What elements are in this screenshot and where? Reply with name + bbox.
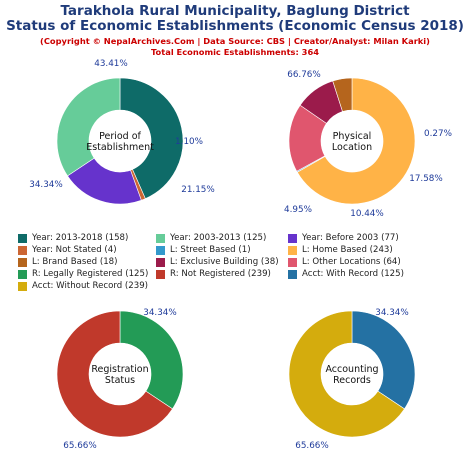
legend-swatch: [156, 269, 165, 279]
chart-subtitle: Status of Economic Establishments (Econo…: [6, 18, 464, 34]
percent-label: 65.66%: [63, 441, 97, 451]
legend-swatch: [156, 257, 165, 267]
percent-label: 4.95%: [284, 205, 312, 215]
copyright-note: (Copyright © NepalArchives.Com | Data So…: [40, 36, 430, 46]
percent-label: 43.41%: [94, 59, 128, 69]
donut-hole: [89, 110, 151, 172]
donut-slice: [351, 310, 416, 410]
legend-item: R: Legally Registered (125): [18, 269, 148, 279]
legend-swatch: [18, 269, 27, 279]
percent-label: 65.66%: [295, 441, 329, 451]
legend-swatch: [18, 245, 27, 255]
donut-center-label: Establishment: [86, 142, 154, 153]
percent-label: 0.27%: [424, 129, 452, 139]
legend-swatch: [288, 269, 297, 279]
legend-swatch: [18, 281, 27, 291]
legend-item: Acct: Without Record (239): [18, 281, 148, 291]
legend-swatch: [156, 245, 165, 255]
percent-label: 66.76%: [287, 70, 321, 80]
percent-label: 34.34%: [29, 180, 63, 190]
percent-label: 17.58%: [409, 174, 443, 184]
legend-swatch: [288, 233, 297, 243]
donut-center-label: Status: [105, 375, 135, 386]
legend-item: Year: Not Stated (4): [18, 245, 117, 255]
donut-slice: [56, 77, 121, 177]
legend-item: L: Other Locations (64): [288, 257, 401, 267]
legend-item: L: Exclusive Building (38): [156, 257, 279, 267]
legend-item: Acct: With Record (125): [288, 269, 404, 279]
donut-center-label: Period of: [99, 131, 141, 142]
donut-hole: [89, 343, 151, 405]
donut-center-label: Registration: [91, 364, 148, 375]
percent-label: 21.15%: [181, 185, 215, 195]
legend-item: R: Not Registered (239): [156, 269, 271, 279]
percent-label: 34.34%: [143, 308, 177, 318]
percent-label: 10.44%: [350, 209, 384, 219]
legend-swatch: [156, 233, 165, 243]
legend-swatch: [18, 233, 27, 243]
donut-center-label: Records: [333, 375, 371, 386]
donut-hole: [321, 343, 383, 405]
legend-item: L: Brand Based (18): [18, 257, 118, 267]
donut-hole: [321, 110, 383, 172]
donut-center-label: Location: [332, 142, 372, 153]
percent-label: 34.34%: [375, 308, 409, 318]
percent-label: 1.10%: [175, 137, 203, 147]
legend-swatch: [288, 245, 297, 255]
total-count: Total Economic Establishments: 364: [151, 47, 319, 57]
donut-slice: [119, 310, 184, 410]
chart-title: Tarakhola Rural Municipality, Baglung Di…: [60, 3, 410, 19]
legend-item: Year: Before 2003 (77): [288, 233, 399, 243]
legend-swatch: [288, 257, 297, 267]
donut-center-label: Physical: [333, 131, 372, 142]
legend-item: Year: 2003-2013 (125): [156, 233, 266, 243]
legend-item: Year: 2013-2018 (158): [18, 233, 128, 243]
legend-item: L: Street Based (1): [156, 245, 251, 255]
legend-item: L: Home Based (243): [288, 245, 393, 255]
legend-swatch: [18, 257, 27, 267]
donut-center-label: Accounting: [325, 364, 378, 375]
